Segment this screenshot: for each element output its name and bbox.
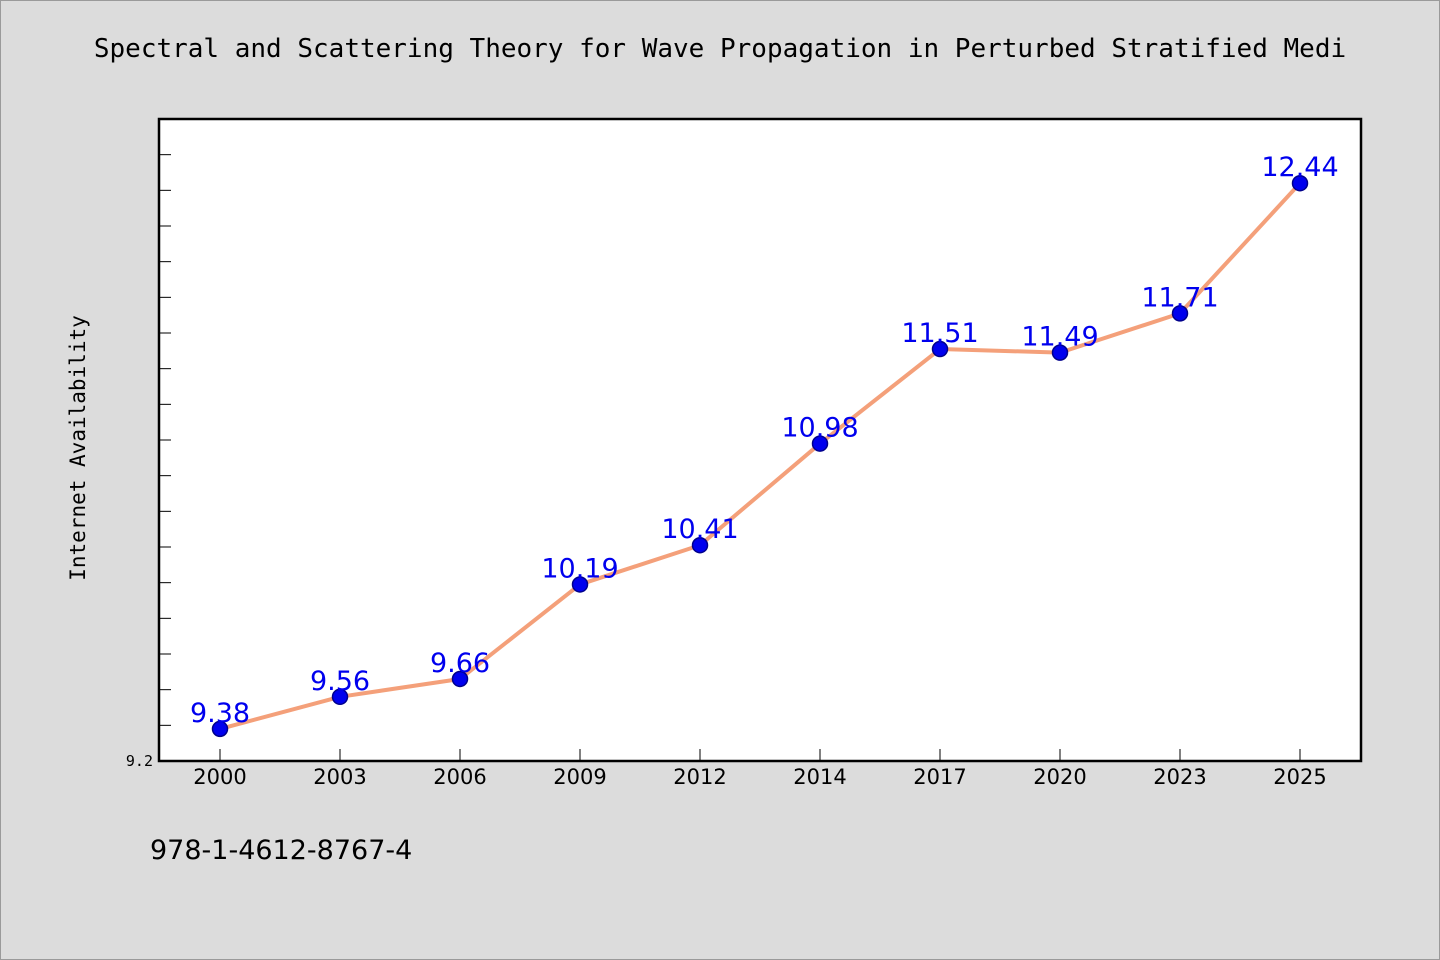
data-point xyxy=(691,536,709,554)
data-label: 11.49 xyxy=(1021,322,1098,353)
x-tick-label: 2006 xyxy=(433,765,486,789)
plot-area xyxy=(157,117,1363,763)
x-tick-label: 2025 xyxy=(1273,765,1326,789)
data-label: 10.41 xyxy=(661,514,738,545)
data-label: 11.51 xyxy=(901,318,978,349)
data-point xyxy=(451,670,469,688)
data-points xyxy=(211,174,1309,738)
x-tick-label: 2003 xyxy=(313,765,366,789)
x-tick-label: 2017 xyxy=(913,765,966,789)
x-tick-label: 2020 xyxy=(1033,765,1086,789)
x-ticks: 2000 2003 2006 2009 2012 2014 2017 2020 2023 2025 xyxy=(193,749,1327,789)
x-tick-label: 2023 xyxy=(1153,765,1206,789)
data-point xyxy=(1051,344,1069,361)
y-tick-label: 9.2 xyxy=(126,752,153,770)
data-label: 10.19 xyxy=(541,553,618,584)
data-point xyxy=(571,576,589,593)
isbn-text: 978-1-4612-8767-4 xyxy=(150,835,413,866)
data-label: 9.38 xyxy=(190,698,250,729)
data-label: 11.71 xyxy=(1141,282,1218,313)
x-tick-label: 2012 xyxy=(673,765,726,789)
data-label: 10.98 xyxy=(781,413,858,444)
series-line xyxy=(218,181,1302,731)
data-point xyxy=(931,340,949,358)
data-point xyxy=(1171,305,1189,322)
data-label: 12.44 xyxy=(1261,152,1338,183)
chart-title: Spectral and Scattering Theory for Wave … xyxy=(93,34,1347,64)
x-tick-label: 2014 xyxy=(793,765,846,789)
data-label: 9.66 xyxy=(430,648,490,679)
data-point xyxy=(331,688,349,706)
data-point xyxy=(811,435,829,452)
data-label: 9.56 xyxy=(310,666,370,697)
data-point xyxy=(211,720,229,738)
data-labels: 9.38 9.56 9.66 10.19 10.41 10.98 11.51 11.49 11.… xyxy=(190,152,1339,729)
y-ticks: 9.2 xyxy=(126,154,171,770)
x-tick-label: 2009 xyxy=(553,765,606,789)
data-point xyxy=(1291,174,1309,192)
x-tick-label: 2000 xyxy=(193,765,246,789)
